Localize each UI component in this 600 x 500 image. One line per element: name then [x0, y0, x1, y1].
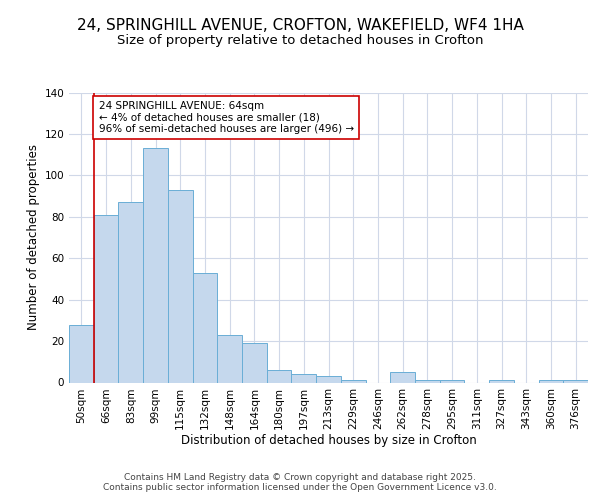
Text: Contains HM Land Registry data © Crown copyright and database right 2025.
Contai: Contains HM Land Registry data © Crown c…: [103, 473, 497, 492]
Bar: [143, 148, 168, 382]
Bar: [94, 214, 118, 382]
Bar: [292, 374, 316, 382]
Bar: [489, 380, 514, 382]
Bar: [341, 380, 365, 382]
Text: 24 SPRINGHILL AVENUE: 64sqm
← 4% of detached houses are smaller (18)
96% of semi: 24 SPRINGHILL AVENUE: 64sqm ← 4% of deta…: [98, 101, 354, 134]
Bar: [193, 272, 217, 382]
Bar: [267, 370, 292, 382]
Bar: [539, 380, 563, 382]
Bar: [118, 202, 143, 382]
Bar: [440, 380, 464, 382]
Text: Size of property relative to detached houses in Crofton: Size of property relative to detached ho…: [117, 34, 483, 47]
Bar: [242, 343, 267, 382]
Bar: [415, 380, 440, 382]
Bar: [69, 324, 94, 382]
Bar: [217, 335, 242, 382]
Y-axis label: Number of detached properties: Number of detached properties: [27, 144, 40, 330]
Bar: [316, 376, 341, 382]
Bar: [168, 190, 193, 382]
X-axis label: Distribution of detached houses by size in Crofton: Distribution of detached houses by size …: [181, 434, 476, 446]
Bar: [390, 372, 415, 382]
Bar: [563, 380, 588, 382]
Text: 24, SPRINGHILL AVENUE, CROFTON, WAKEFIELD, WF4 1HA: 24, SPRINGHILL AVENUE, CROFTON, WAKEFIEL…: [77, 18, 523, 32]
